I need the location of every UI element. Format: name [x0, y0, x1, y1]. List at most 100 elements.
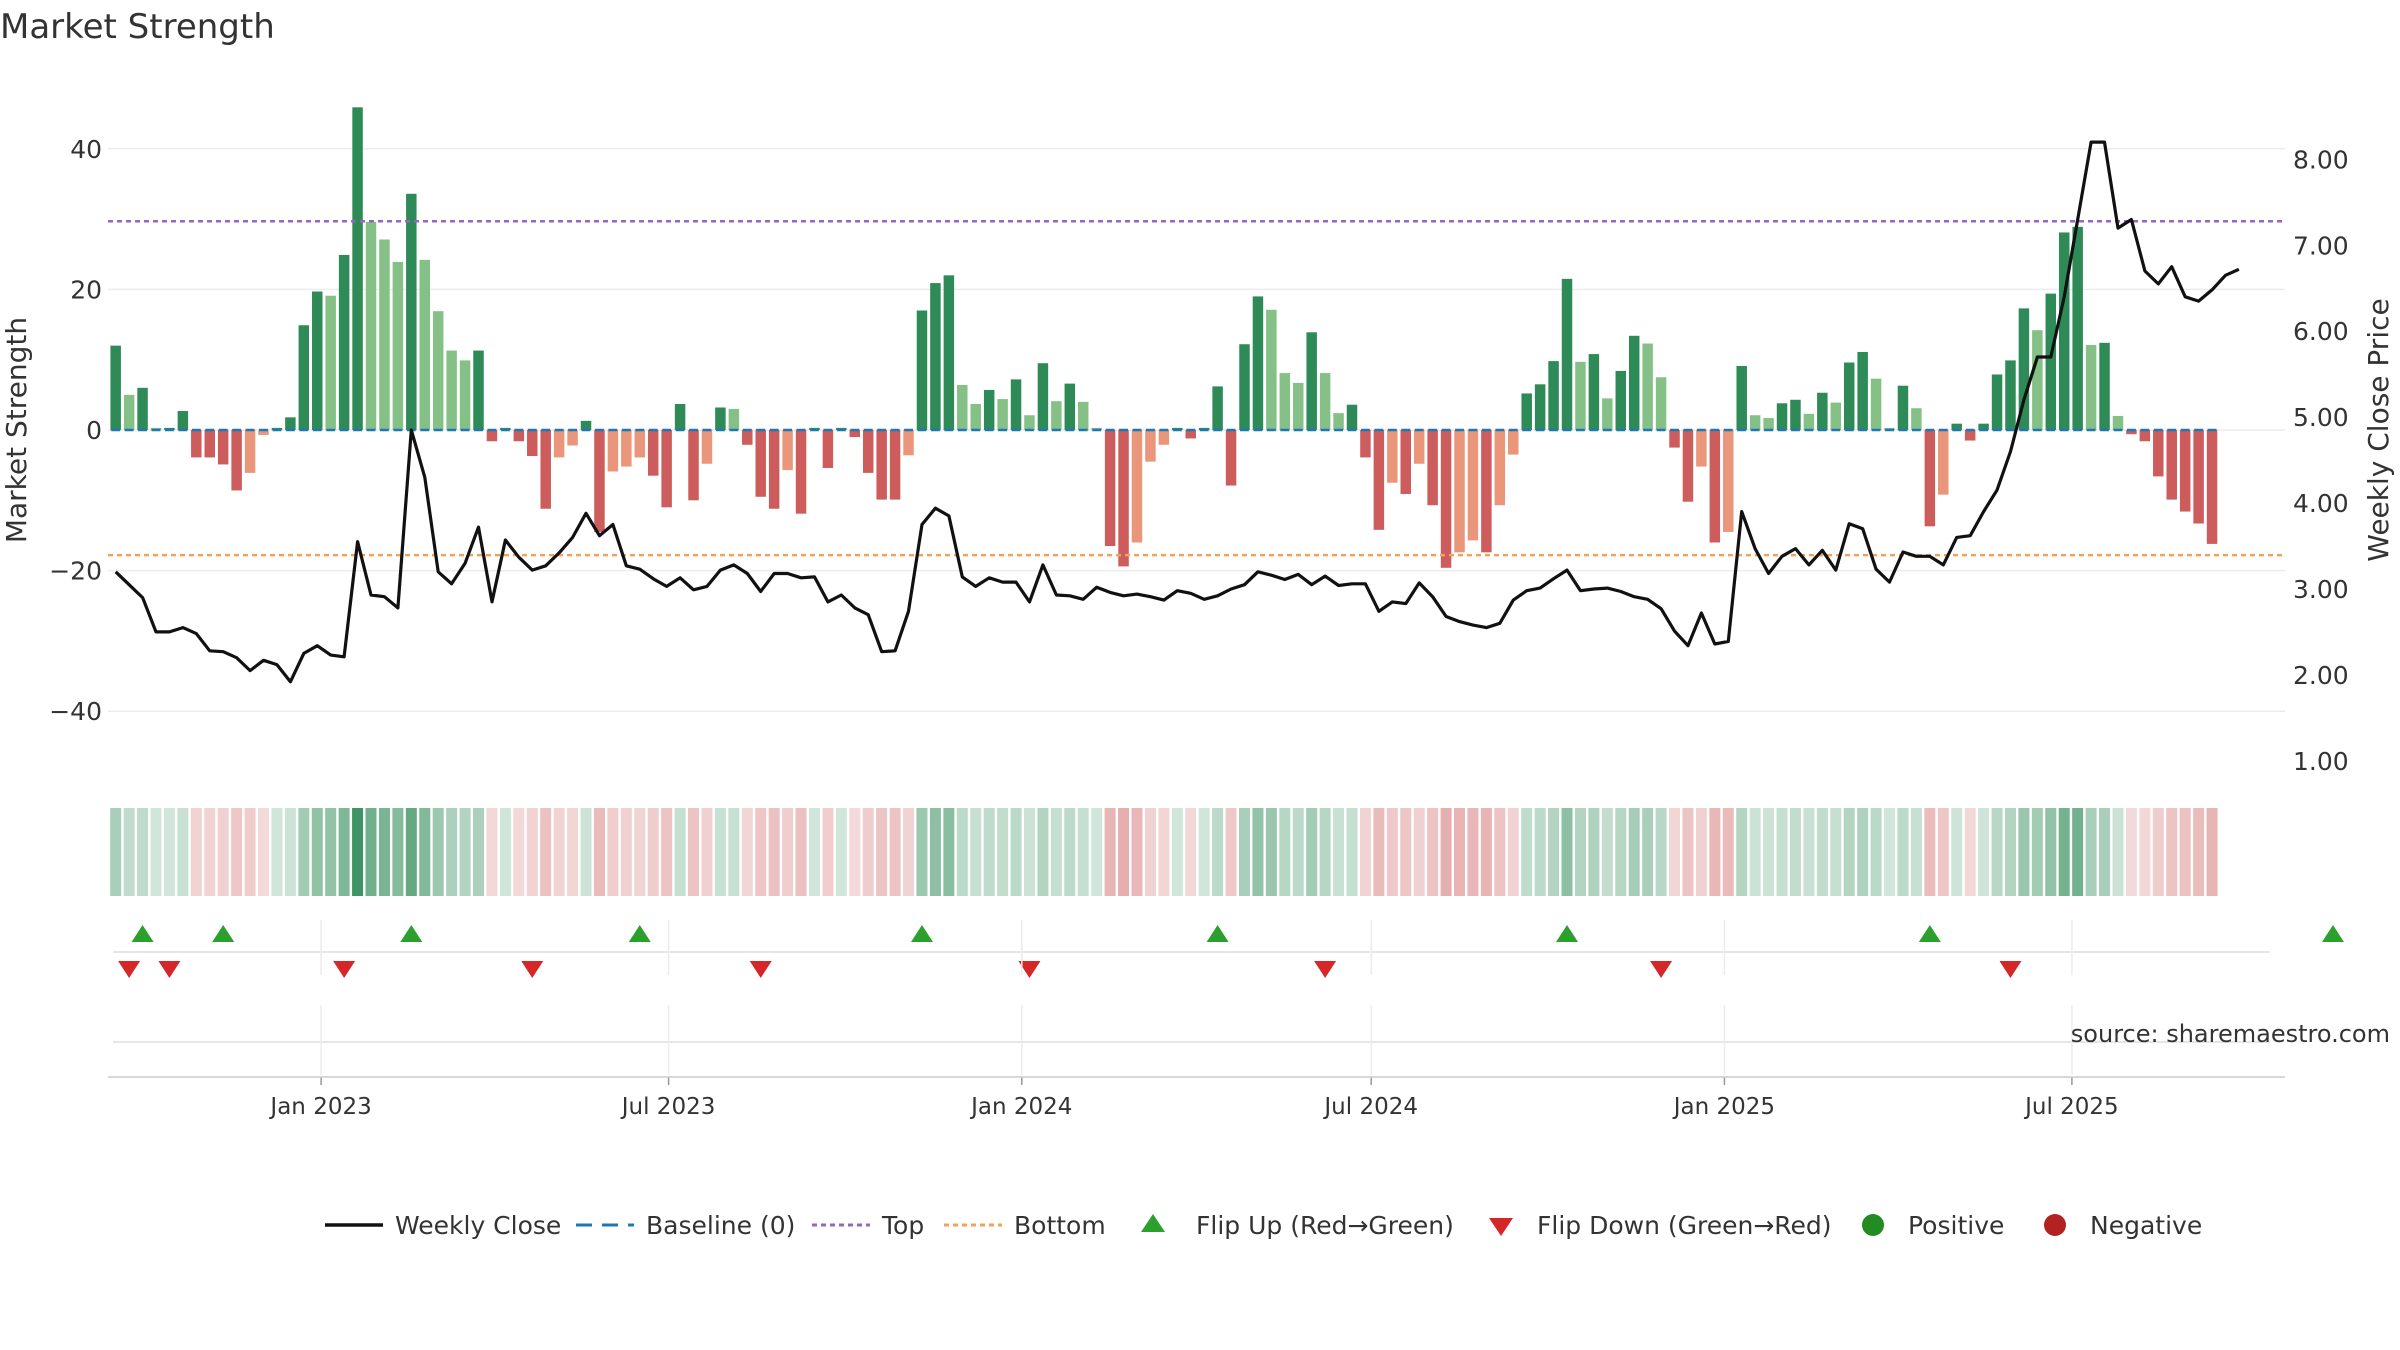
strip-cell: [1144, 808, 1156, 896]
strip-cell: [1279, 808, 1291, 896]
flip-up-marker: [628, 925, 651, 942]
strength-bar: [1306, 332, 1317, 430]
strength-bar: [1763, 418, 1774, 430]
strength-bar: [432, 311, 444, 430]
strip-cell: [1669, 808, 1681, 896]
strength-bar: [1696, 430, 1707, 467]
strength-bar: [2179, 430, 2191, 512]
strip-cell: [607, 808, 619, 896]
strip-cell: [311, 808, 323, 896]
strip-cell: [593, 808, 605, 896]
strip-cell: [943, 808, 955, 896]
strip-cell: [1413, 808, 1425, 896]
strip-cell: [1427, 808, 1439, 896]
legend-label: Top: [881, 1211, 924, 1240]
strength-bar: [1212, 386, 1223, 430]
strength-bar: [406, 193, 417, 430]
strip-cell: [1816, 808, 1828, 896]
strip-cell: [580, 808, 592, 896]
strip-cell: [1830, 808, 1842, 896]
strength-bar: [1010, 379, 1022, 430]
strength-bar: [1145, 430, 1156, 462]
strip-cell: [1064, 808, 1076, 896]
strip-cell: [1507, 808, 1519, 896]
strip-cell: [1722, 808, 1734, 896]
strength-bar: [1588, 354, 1600, 430]
flip-up-marker: [910, 925, 933, 942]
strength-bar: [2058, 232, 2070, 430]
strength-bar: [1669, 430, 1680, 448]
strip-cell: [123, 808, 135, 896]
strength-bar: [2045, 293, 2057, 430]
strength-bar: [2166, 430, 2177, 500]
strength-bar: [204, 430, 215, 458]
strength-bar: [312, 291, 323, 430]
legend-label: Weekly Close: [395, 1211, 561, 1240]
strip-cell: [405, 808, 417, 896]
strip-cell: [1386, 808, 1398, 896]
strip-cell: [1776, 808, 1788, 896]
strength-bar: [2099, 342, 2110, 430]
strip-cell: [741, 808, 753, 896]
strip-cell: [1534, 808, 1546, 896]
strip-cell: [1212, 808, 1224, 896]
strip-cell: [1104, 808, 1116, 896]
strength-bar: [1951, 423, 1962, 430]
y-tick-label-right: 3.00: [2293, 575, 2349, 604]
y-tick-label-right: 2.00: [2293, 661, 2349, 690]
flip-up-marker: [400, 925, 423, 942]
strip-cell: [1252, 808, 1264, 896]
strip-cell: [499, 808, 511, 896]
strip-cell: [634, 808, 646, 896]
flip-down-marker: [333, 961, 356, 978]
strength-bar: [2206, 430, 2218, 544]
strength-bar: [1494, 430, 1506, 506]
strip-cell: [849, 808, 861, 896]
strip-cell: [1843, 808, 1855, 896]
strength-bar: [1870, 378, 1882, 430]
strip-cell: [204, 808, 216, 896]
strength-bar: [298, 325, 310, 430]
strip-cell: [1037, 808, 1049, 896]
strength-bar: [1333, 413, 1344, 430]
strip-cell: [271, 808, 283, 896]
strip-cell: [1964, 808, 1976, 896]
strip-cell: [446, 808, 458, 896]
strip-cell: [701, 808, 713, 896]
strength-bar: [1104, 430, 1116, 546]
strip-cell: [150, 808, 162, 896]
strength-bar: [1239, 344, 1250, 430]
flip-down-marker: [118, 961, 141, 978]
strip-cell: [2018, 808, 2030, 896]
strength-bar: [822, 430, 834, 468]
strength-bar: [970, 403, 981, 430]
strength-bar: [1830, 402, 1842, 430]
legend-label: Flip Down (Green→Red): [1537, 1211, 1832, 1240]
strength-bar: [2126, 430, 2137, 435]
legend-label: Baseline (0): [646, 1211, 795, 1240]
strip-cell: [1870, 808, 1882, 896]
strip-cell: [1091, 808, 1103, 896]
strip-cell: [661, 808, 673, 896]
strip-cell: [1910, 808, 1922, 896]
legend-swatch-flip-up: [1141, 1214, 1165, 1232]
strength-bar: [1077, 401, 1089, 430]
strength-bar: [1024, 415, 1035, 430]
strength-bar: [1534, 384, 1546, 430]
strength-bar: [1360, 430, 1371, 458]
strength-bar: [688, 430, 699, 501]
strength-bar: [983, 389, 995, 430]
flip-up-marker: [1556, 925, 1579, 942]
strip-cell: [2058, 808, 2070, 896]
strength-bar: [889, 430, 901, 500]
flip-down-marker: [1650, 961, 1673, 978]
legend-label: Flip Up (Red→Green): [1196, 1211, 1454, 1240]
strip-cell: [1884, 808, 1896, 896]
strength-bar: [1131, 430, 1143, 543]
strip-cell: [1709, 808, 1721, 896]
strength-bar: [352, 107, 363, 431]
chart-title: Market Strength: [0, 7, 275, 47]
y-tick-label-right: 5.00: [2293, 403, 2349, 432]
strength-bar: [1400, 430, 1411, 494]
x-tick-label: Jan 2024: [969, 1094, 1072, 1120]
